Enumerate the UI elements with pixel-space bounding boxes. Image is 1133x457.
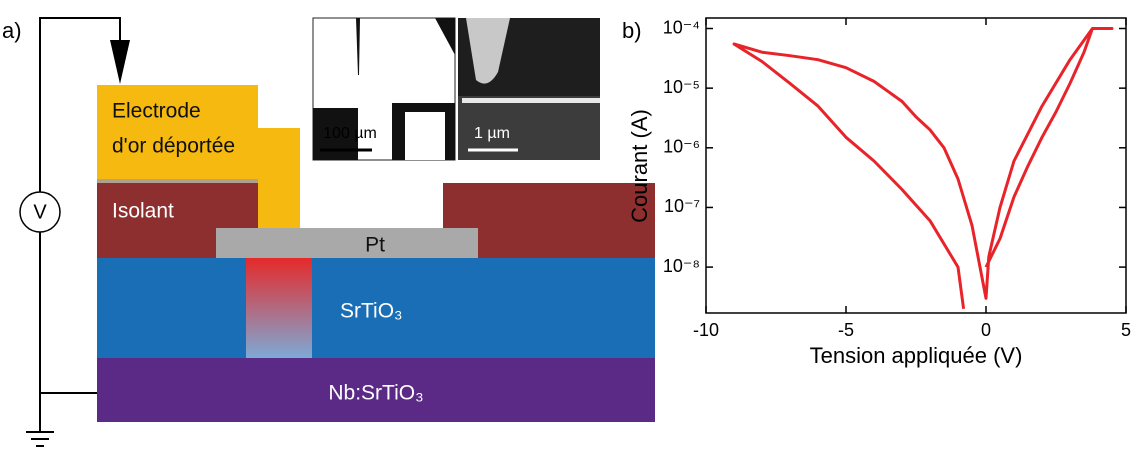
voltmeter bbox=[19, 191, 61, 233]
y-tick-label: 10⁻⁵ bbox=[663, 77, 700, 97]
iv-curve bbox=[732, 27, 1114, 309]
electrode bbox=[97, 85, 300, 228]
insulator-label: Isolant bbox=[112, 200, 174, 223]
pt-contact bbox=[216, 228, 478, 258]
substrate-label: Nb:SrTiO₃ bbox=[328, 382, 423, 405]
sem-detail bbox=[462, 98, 600, 103]
y-axis-label: Courant (A) bbox=[627, 109, 652, 223]
electrode-label: Electrode bbox=[112, 100, 201, 123]
layer-label: SrTiO₃ bbox=[340, 300, 403, 323]
electrode-label: d'or déportée bbox=[112, 135, 235, 158]
x-tick-label: -5 bbox=[838, 320, 854, 340]
panel-label: b) bbox=[622, 18, 642, 43]
y-tick-label: 10⁻⁴ bbox=[663, 17, 700, 37]
insulator bbox=[443, 183, 655, 258]
x-tick-label: -10 bbox=[693, 320, 719, 340]
scale-label: 100 µm bbox=[323, 125, 377, 142]
filament bbox=[246, 258, 312, 358]
interface bbox=[97, 179, 258, 183]
substrate bbox=[97, 358, 655, 422]
panel-label: a) bbox=[2, 18, 22, 43]
x-tick-label: 0 bbox=[981, 320, 991, 340]
y-tick-label: 10⁻⁸ bbox=[663, 256, 700, 276]
sem-tip bbox=[466, 18, 510, 84]
panel-b: b) Tension appliquée (V) Courant (A) -10… bbox=[622, 17, 1131, 368]
panel-a: a) V Electrode d'or déportée Isolant Pt … bbox=[2, 17, 655, 447]
y-tick-label: 10⁻⁶ bbox=[663, 137, 700, 157]
sem-detail bbox=[435, 18, 455, 55]
y-tick-label: 10⁻⁷ bbox=[664, 196, 700, 216]
probe-tip bbox=[110, 40, 130, 84]
scale-label: 1 µm bbox=[474, 125, 510, 142]
voltmeter-label: V bbox=[33, 201, 47, 223]
x-axis-label: Tension appliquée (V) bbox=[810, 343, 1023, 368]
x-tick-label: 5 bbox=[1121, 320, 1131, 340]
pt-label: Pt bbox=[365, 234, 385, 257]
layer bbox=[97, 258, 655, 358]
plot-frame bbox=[705, 17, 1127, 314]
sem-detail bbox=[405, 112, 445, 160]
sem-detail bbox=[356, 18, 360, 75]
